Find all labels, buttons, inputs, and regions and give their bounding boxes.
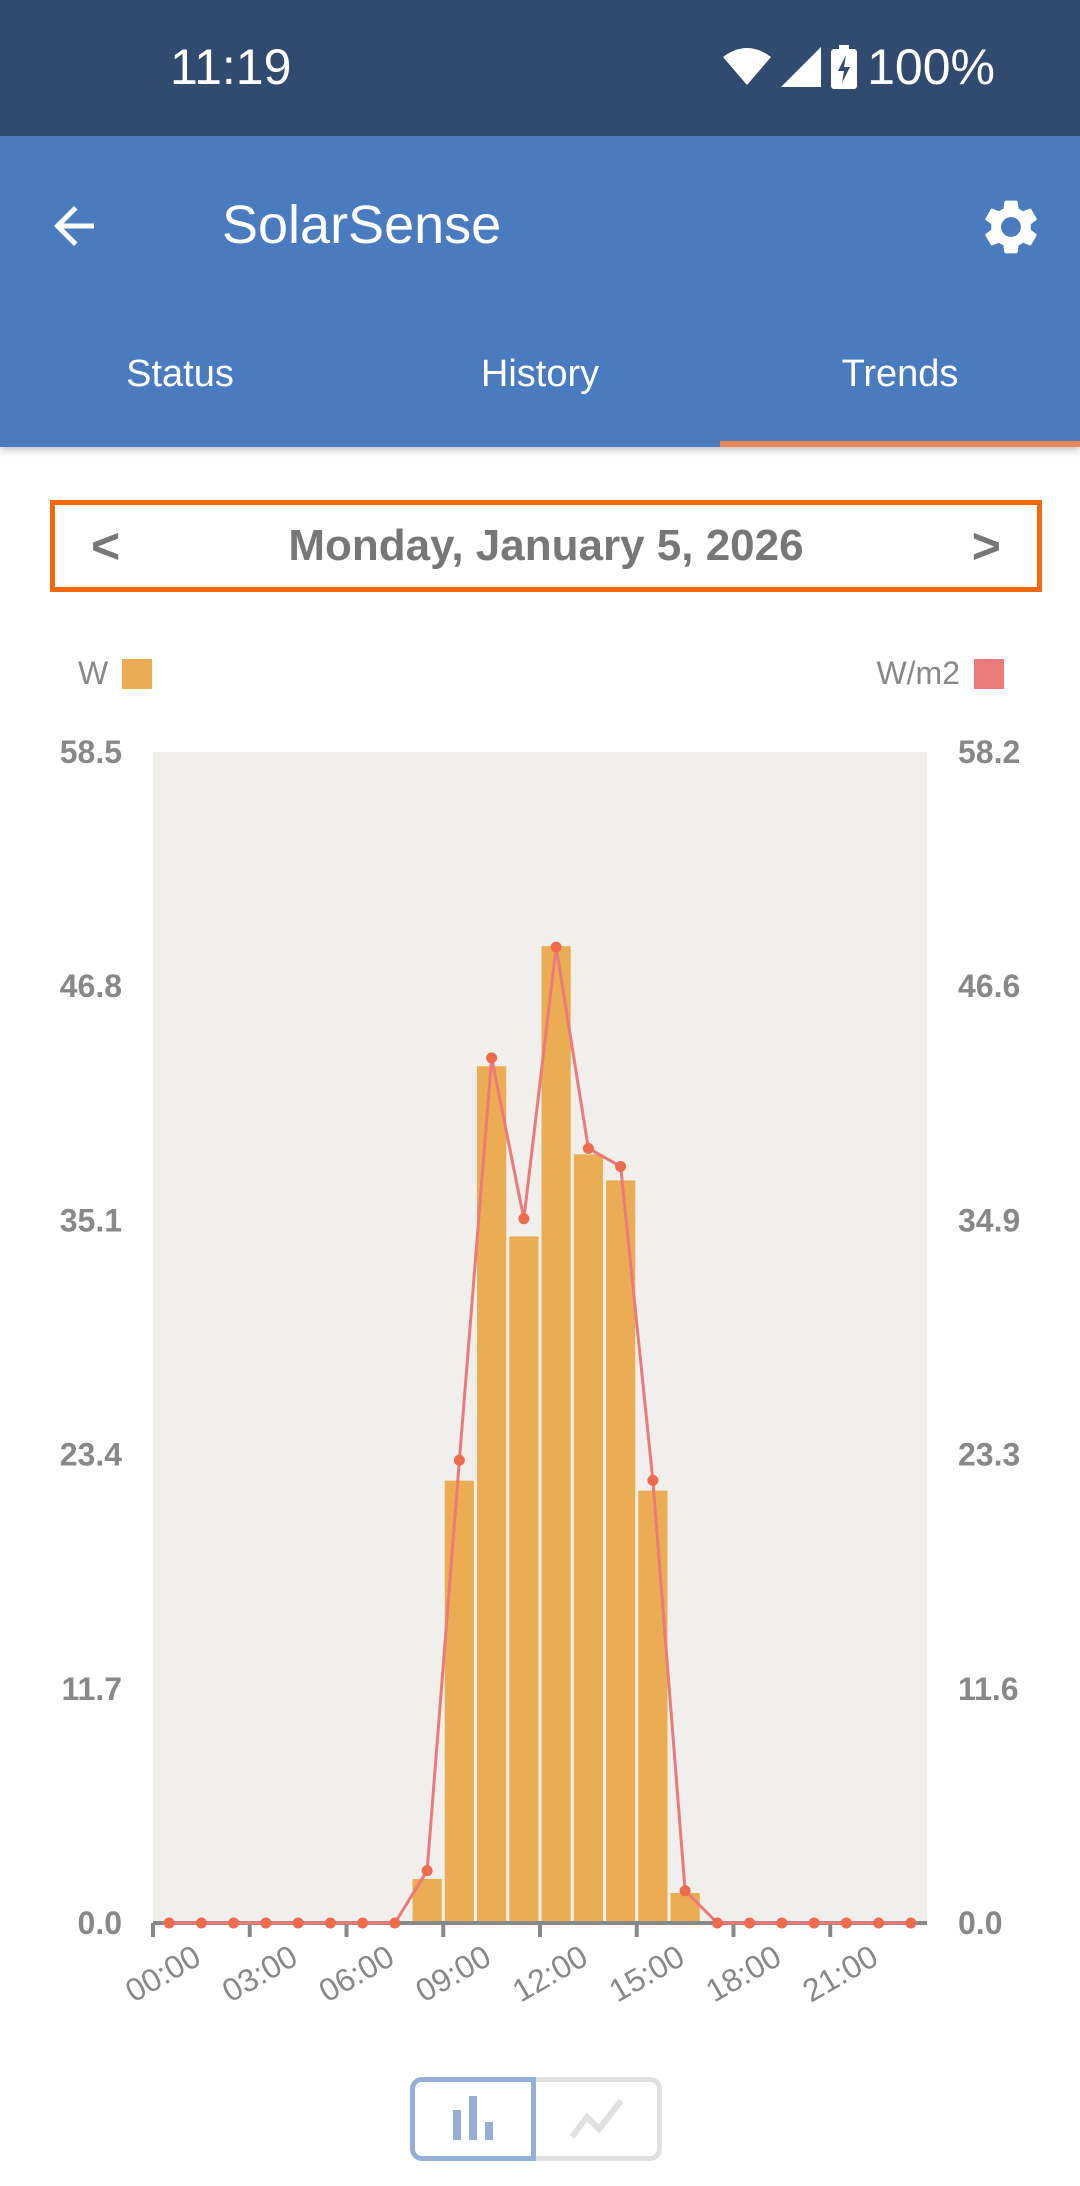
line-point-2 (228, 1917, 240, 1929)
right-y-tick-label: 34.9 (958, 1202, 1020, 1238)
line-chart-button[interactable] (536, 2077, 662, 2161)
right-y-tick-label: 58.2 (958, 734, 1020, 770)
bar-11 (509, 1236, 539, 1923)
wifi-icon (723, 48, 772, 85)
line-point-18 (744, 1917, 756, 1929)
line-point-14 (615, 1160, 627, 1172)
bar-chart-icon (453, 2096, 493, 2140)
x-tick-label: 12:00 (506, 1938, 593, 2009)
line-point-1 (195, 1917, 207, 1929)
date-navigator: < Monday, January 5, 2026 > (50, 500, 1042, 592)
legend-right: W/m2 (876, 655, 1004, 692)
gear-icon[interactable] (978, 194, 1044, 260)
back-arrow-icon[interactable] (44, 196, 104, 256)
bar-10 (477, 1066, 507, 1923)
bar-14 (606, 1180, 636, 1923)
line-point-13 (582, 1142, 594, 1154)
line-point-20 (808, 1917, 820, 1929)
selected-date: Monday, January 5, 2026 (288, 521, 804, 570)
x-tick-label: 15:00 (603, 1938, 690, 2009)
line-point-4 (292, 1917, 304, 1929)
right-y-tick-label: 46.6 (958, 968, 1020, 1004)
bar-12 (541, 946, 571, 1923)
plot-area (153, 752, 927, 1923)
clock: 11:19 (170, 39, 292, 95)
legend-swatch-wm2 (974, 658, 1004, 689)
tab-status[interactable]: Status (126, 353, 234, 395)
right-y-tick-label: 23.3 (958, 1437, 1020, 1473)
system-icons: 100% (723, 38, 995, 96)
legend-label-w: W (78, 655, 109, 691)
battery-charging-icon (831, 45, 858, 89)
line-point-12 (550, 941, 562, 953)
legend-label-wm2: W/m2 (876, 655, 960, 691)
right-y-tick-label: 11.6 (958, 1671, 1019, 1707)
bar-16 (670, 1892, 700, 1923)
bar-chart-button[interactable] (410, 2077, 536, 2161)
x-tick-label: 06:00 (313, 1938, 400, 2009)
line-point-17 (711, 1917, 723, 1929)
line-point-8 (421, 1865, 433, 1877)
legend-left: W (78, 655, 153, 692)
line-point-6 (357, 1917, 369, 1929)
app-title: SolarSense (222, 195, 502, 255)
right-y-tick-label: 0.0 (958, 1905, 1002, 1941)
next-day-button[interactable]: > (971, 518, 1001, 574)
line-point-5 (324, 1917, 336, 1929)
left-y-tick-label: 0.0 (78, 1905, 122, 1941)
line-point-10 (486, 1052, 498, 1064)
x-tick-label: 21:00 (796, 1938, 883, 2009)
line-point-23 (905, 1917, 917, 1929)
left-y-tick-label: 11.7 (61, 1671, 122, 1707)
chart-type-toggle (410, 2077, 662, 2161)
line-point-0 (163, 1917, 175, 1929)
battery-level: 100% (867, 39, 995, 95)
signal-icon (781, 47, 822, 87)
left-y-tick-label: 58.5 (60, 734, 122, 770)
tab-history[interactable]: History (480, 353, 600, 395)
left-y-tick-label: 23.4 (60, 1437, 122, 1473)
left-y-tick-label: 46.8 (60, 968, 122, 1004)
app-bar: SolarSense Status History Trends (0, 136, 1080, 447)
line-point-11 (518, 1213, 530, 1225)
x-tick-label: 00:00 (119, 1938, 206, 2009)
bar-15 (638, 1490, 668, 1923)
line-chart-icon (569, 2099, 623, 2139)
bar-9 (444, 1480, 474, 1923)
x-tick-label: 03:00 (216, 1938, 303, 2009)
line-point-15 (647, 1474, 659, 1486)
line-point-3 (260, 1917, 272, 1929)
line-point-16 (679, 1885, 691, 1897)
previous-day-button[interactable]: < (91, 518, 121, 574)
status-bar: 11:19 100% (0, 0, 1080, 136)
tab-bar: Status History Trends (0, 336, 1080, 447)
line-point-9 (453, 1454, 465, 1466)
trend-chart: 00:00 03:00 06:00 09:00 12:00 15:00 18:00 21:00… (60, 734, 1021, 2009)
line-point-22 (873, 1917, 885, 1929)
tab-trends[interactable]: Trends (720, 336, 1080, 447)
line-point-21 (840, 1917, 852, 1929)
bar-13 (573, 1154, 603, 1923)
legend-swatch-w (122, 658, 153, 689)
x-tick-label: 09:00 (409, 1938, 496, 2009)
line-point-19 (776, 1917, 788, 1929)
x-tick-label: 18:00 (700, 1938, 787, 2009)
left-y-tick-label: 35.1 (60, 1202, 122, 1238)
line-point-7 (389, 1917, 401, 1929)
